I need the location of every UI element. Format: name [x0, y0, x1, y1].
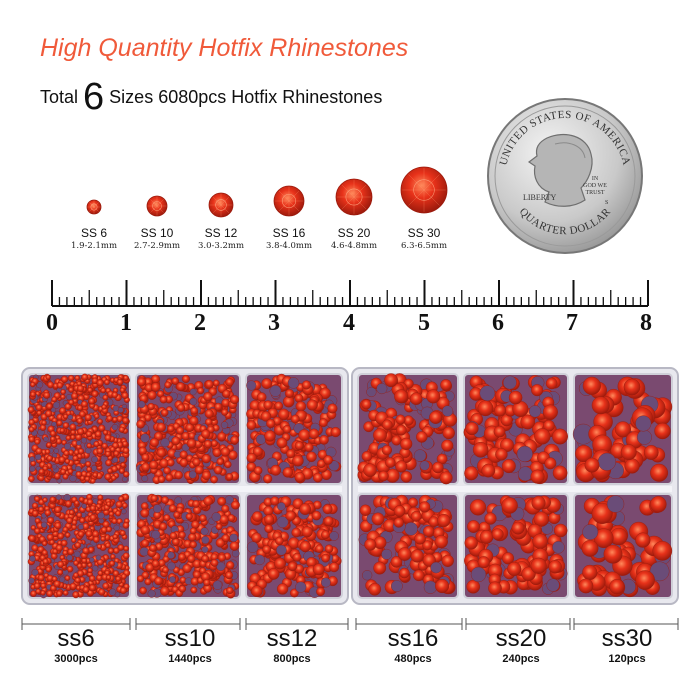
size-label: SS 12 — [204, 226, 238, 240]
coin-motto-line-3: TRUST — [585, 190, 604, 196]
box-divider — [358, 486, 672, 492]
box-count: 800pcs — [273, 653, 311, 665]
size-item-ss20: SS 20 4.6-4.8mm — [322, 222, 386, 251]
washington-profile — [527, 133, 593, 207]
box-count: 120pcs — [608, 653, 646, 665]
size-label: SS 6 — [80, 226, 107, 240]
ruler-number-7: 7 — [566, 310, 578, 336]
bracket — [465, 618, 571, 630]
box-label-ss16: ss16 480pcs — [368, 625, 458, 666]
box-size: ss6 — [57, 625, 95, 652]
size-label: SS 30 — [407, 226, 441, 240]
box-count: 1440pcs — [168, 653, 212, 665]
ruler-number-2: 2 — [194, 310, 206, 336]
box-compartment — [245, 373, 343, 485]
size-item-ss6: SS 6 1.9-2.1mm — [62, 222, 126, 251]
size-stone-ss16 — [273, 185, 305, 217]
box-size: ss16 — [387, 625, 439, 652]
box-label-ss12: ss12 800pcs — [247, 625, 337, 666]
size-mm: 3.8-4.0mm — [265, 241, 313, 251]
ruler-number-4: 4 — [343, 310, 355, 336]
box-compartment — [245, 493, 343, 599]
box-compartment — [27, 493, 131, 599]
rhinestone-storage-boxes — [21, 367, 679, 605]
subtitle-suffix: Sizes 6080pcs Hotfix Rhinestones — [109, 87, 383, 107]
bracket — [135, 618, 241, 630]
box-compartment — [135, 373, 241, 485]
ruler-number-8: 8 — [640, 310, 652, 336]
ruler-number-0: 0 — [46, 310, 58, 336]
box-size: ss12 — [266, 625, 318, 652]
box-compartment — [463, 373, 569, 485]
coin-motto-line-2: GOD WE — [583, 183, 607, 189]
coin-mint-mark: S — [605, 200, 608, 206]
ruler-scale — [51, 280, 649, 307]
bracket — [573, 618, 679, 630]
coin-liberty: LIBERTY — [523, 193, 557, 202]
box-compartment — [463, 493, 569, 599]
subtitle-prefix: Total — [40, 87, 79, 107]
box-size: ss20 — [495, 625, 547, 652]
size-mm: 6.3-6.5mm — [400, 241, 448, 251]
box-compartment — [573, 493, 673, 599]
size-label: SS 10 — [140, 226, 174, 240]
box-bracket-lines — [21, 618, 679, 630]
ruler-number-6: 6 — [492, 310, 504, 336]
size-item-ss16: SS 16 3.8-4.0mm — [257, 222, 321, 251]
ruler-number-1: 1 — [120, 310, 132, 336]
box-compartment — [572, 373, 673, 485]
size-mm: 2.7-2.9mm — [133, 241, 181, 251]
size-item-ss10: SS 10 2.7-2.9mm — [125, 222, 189, 251]
coin-motto-line-1: IN — [592, 176, 599, 182]
subtitle: Total 6 Sizes 6080pcs Hotfix Rhinestones — [40, 76, 382, 119]
size-stone-ss10 — [146, 195, 168, 217]
box-compartment — [357, 493, 459, 599]
box-size: ss10 — [164, 625, 216, 652]
box-count: 240pcs — [502, 653, 540, 665]
box-label-ss30: ss30 120pcs — [582, 625, 672, 666]
size-stone-ss6 — [86, 199, 102, 215]
size-mm: 1.9-2.1mm — [70, 241, 118, 251]
box-count: 480pcs — [394, 653, 432, 665]
box-divider — [28, 486, 342, 492]
box-label-ss10: ss10 1440pcs — [145, 625, 235, 666]
page-title: High Quantity Hotfix Rhinestones — [40, 34, 409, 62]
box-label-ss20: ss20 240pcs — [476, 625, 566, 666]
size-stone-ss12 — [208, 192, 234, 218]
size-item-ss30: SS 30 6.3-6.5mm — [392, 222, 456, 251]
size-label: SS 20 — [337, 226, 371, 240]
box-compartment — [135, 493, 241, 599]
ruler-number-3: 3 — [268, 310, 280, 336]
box-compartment — [357, 373, 459, 485]
size-item-ss12: SS 12 3.0-3.2mm — [189, 222, 253, 251]
box-compartment — [27, 373, 131, 485]
bracket — [21, 618, 131, 630]
bracket — [245, 618, 349, 630]
size-mm: 4.6-4.8mm — [330, 241, 378, 251]
quarter-coin-image: UNITED STATES OF AMERICA QUARTER DOLLAR … — [487, 98, 643, 254]
bracket — [355, 618, 463, 630]
size-mm: 3.0-3.2mm — [197, 241, 245, 251]
box-label-ss6: ss6 3000pcs — [31, 625, 121, 666]
ruler-number-5: 5 — [418, 310, 430, 336]
box-size: ss30 — [601, 625, 653, 652]
subtitle-size-count: 6 — [83, 76, 105, 118]
size-stone-ss20 — [335, 178, 373, 216]
size-stone-ss30 — [400, 166, 448, 214]
size-label: SS 16 — [272, 226, 306, 240]
box-count: 3000pcs — [54, 653, 98, 665]
